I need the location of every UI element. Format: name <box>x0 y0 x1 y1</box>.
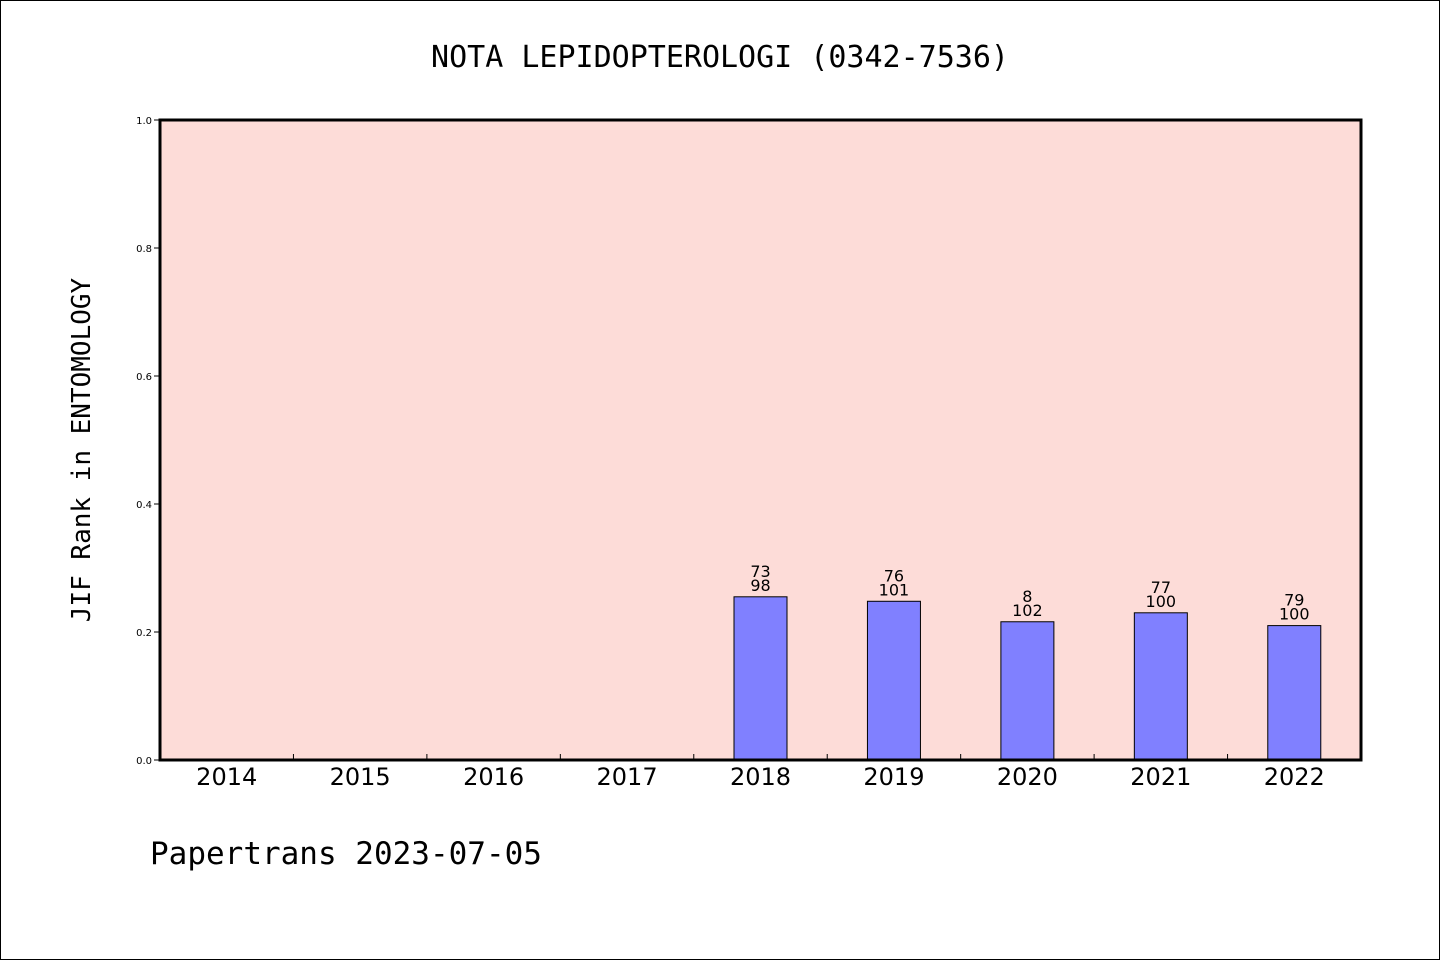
bar-label-total: 102 <box>1012 601 1043 620</box>
bar-2020 <box>1000 621 1055 761</box>
bar-label-total: 101 <box>879 580 910 599</box>
bar-label-rank: 77 <box>1151 578 1171 597</box>
y-tick-label: 0.4 <box>136 500 152 511</box>
y-axis-label: JIF Rank in ENTOMOLOGY <box>67 277 97 622</box>
bar-2022 <box>1267 625 1322 761</box>
bar-label-total: 100 <box>1146 592 1177 611</box>
bar-label-total: 98 <box>750 576 770 595</box>
y-tick-label: 0.6 <box>136 372 152 383</box>
bar-label-rank: 79 <box>1284 591 1304 610</box>
y-tick-label: 1.0 <box>136 116 152 127</box>
x-tick-label: 2021 <box>1130 763 1191 791</box>
y-axis: 0.0 0.2 0.4 0.6 0.8 1.0 <box>136 116 160 767</box>
x-tick-label: 2017 <box>597 763 658 791</box>
x-tick-label: 2020 <box>997 763 1058 791</box>
x-tick-label: 2018 <box>730 763 791 791</box>
y-tick-label: 0.2 <box>136 628 152 639</box>
bar-2019 <box>866 600 921 761</box>
x-tick-label: 2014 <box>196 763 257 791</box>
x-tick-label: 2022 <box>1264 763 1325 791</box>
bar-2018 <box>733 596 788 761</box>
x-tick-label: 2016 <box>463 763 524 791</box>
x-axis: 2014 2015 2016 2017 2018 2019 2020 2021 2022 <box>196 754 1325 791</box>
footer-credit: Papertrans 2023-07-05 <box>150 836 542 872</box>
bar-label-total: 100 <box>1279 605 1310 624</box>
y-tick-label: 0.0 <box>136 756 152 767</box>
bar-label-rank: 76 <box>884 566 904 585</box>
y-tick-label: 0.8 <box>136 244 152 255</box>
plot-border <box>158 118 1363 762</box>
chart-title: NOTA LEPIDOPTEROLOGI (0342-7536) <box>431 40 1009 75</box>
bar-label-rank: 8 <box>1022 587 1032 606</box>
bar-label-rank: 73 <box>750 562 770 581</box>
bar-2021 <box>1133 612 1188 761</box>
bars-layer <box>733 596 1322 761</box>
x-tick-label: 2019 <box>863 763 924 791</box>
x-tick-label: 2015 <box>330 763 391 791</box>
